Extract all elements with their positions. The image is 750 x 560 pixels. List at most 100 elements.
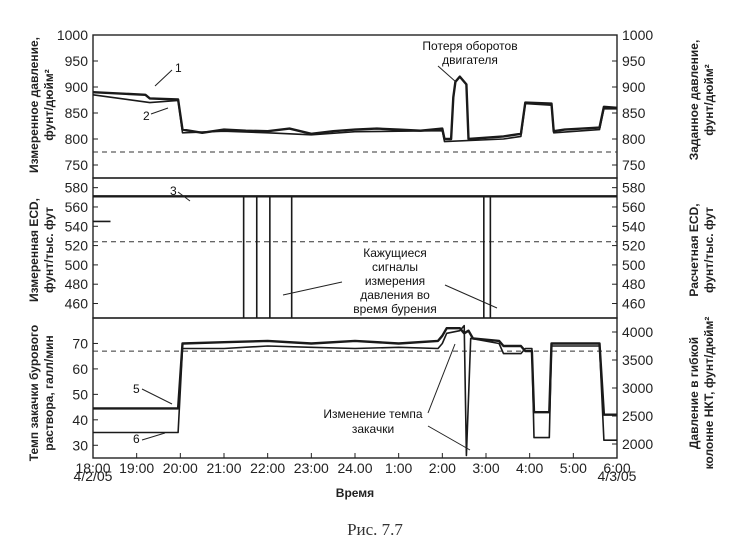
svg-text:двигателя: двигателя — [442, 53, 498, 67]
ecd-right-tick-label: 540 — [622, 218, 646, 234]
ecd-right-tick-label: 520 — [622, 238, 646, 254]
axis-ticks: 750 800 850 900 950 1000 750 800 850 900 950 1000 46… — [57, 27, 654, 476]
svg-text:измерения: измерения — [365, 274, 425, 288]
pressure-left-tick-label: 1000 — [57, 27, 88, 43]
signals-leader-left — [282, 281, 343, 296]
flow-left-tick-label: 30 — [72, 437, 88, 453]
pressure-series-line-1 — [92, 75, 618, 141]
svg-text:фунт/дюйм²: фунт/дюйм² — [702, 64, 716, 136]
pressure-left-tick-label: 750 — [65, 157, 89, 173]
svg-text:Расчетная ECD,: Расчетная ECD, — [687, 203, 701, 296]
x-tick-label: 19:00 — [119, 460, 154, 476]
pressure-right-tick-label: 1000 — [622, 27, 653, 43]
annotation-apparent-signals: Кажущиеся сигналы измерения давления во … — [353, 246, 436, 316]
svg-text:фунт/тыс. фут: фунт/тыс. фут — [702, 207, 716, 293]
ecd-panel-frame — [92, 177, 618, 319]
flow-right-tick-label: 2000 — [622, 436, 653, 452]
flow-left-tick-label: 40 — [72, 412, 88, 428]
flow-right-tick-label: 2500 — [622, 408, 653, 424]
svg-text:фунт/тыс. фут: фунт/тыс. фут — [42, 207, 56, 293]
pressure-series-line-2 — [92, 94, 617, 143]
pressure-right-tick-label: 900 — [622, 79, 646, 95]
svg-text:колонне НКТ, фунт/дюйм²: колонне НКТ, фунт/дюйм² — [702, 317, 716, 470]
marker-5-leader — [141, 388, 173, 405]
marker-2: 2 — [143, 109, 150, 123]
x-tick-label: 3:00 — [472, 460, 499, 476]
svg-text:Потеря оборотов: Потеря оборотов — [422, 39, 517, 53]
flow-right-tick-label: 3000 — [622, 380, 653, 396]
ecd-left-tick-label: 560 — [65, 199, 89, 215]
ecd-left-tick-label: 540 — [65, 218, 89, 234]
marker-6-leader — [141, 432, 166, 441]
marker-1: 1 — [175, 61, 182, 75]
svg-text:Кажущиеся: Кажущиеся — [363, 246, 427, 260]
annotation-leaders — [141, 65, 498, 451]
marker-1-leader — [154, 69, 173, 87]
ecd-right-tick-label: 500 — [622, 257, 646, 273]
signals-leader-right — [444, 284, 498, 309]
flow-change-leader-down — [427, 425, 471, 451]
x-tick-label: 21:00 — [206, 460, 241, 476]
x-tick-label: 20:00 — [163, 460, 198, 476]
marker-5: 5 — [133, 382, 140, 396]
flow-left-tick-label: 70 — [72, 335, 88, 351]
flow-change-leader-up — [427, 343, 456, 414]
marker-3: 3 — [170, 184, 177, 198]
ecd-right-tick-label: 480 — [622, 276, 646, 292]
ecd-left-tick-label: 460 — [65, 296, 89, 312]
pressure-right-tick-label: 750 — [622, 157, 646, 173]
x-tick-label: 18:00 — [75, 460, 110, 476]
svg-text:Измеренная ECD,: Измеренная ECD, — [27, 198, 41, 302]
pressure-panel-frame — [92, 34, 618, 179]
pressure-left-tick-label: 800 — [65, 131, 89, 147]
flow-left-tick-label: 60 — [72, 361, 88, 377]
annotation-flow-change: Изменение темпа закачки — [323, 407, 422, 436]
x-start-date: 4/2/05 — [74, 468, 113, 484]
flow-series-line-6 — [93, 324, 617, 457]
figure-caption: Рис. 7.7 — [347, 520, 403, 539]
svg-text:время бурения: время бурения — [353, 302, 436, 316]
x-tick-label: 23:00 — [294, 460, 329, 476]
ecd-left-tick-label: 520 — [65, 238, 89, 254]
ecd-right-tick-label: 580 — [622, 180, 646, 196]
reference-lines — [93, 151, 617, 352]
ecd-right-axis-title: Расчетная ECD, фунт/тыс. фут — [687, 203, 716, 296]
chart-figure: 750 800 850 900 950 1000 750 800 850 900 950 1000 46… — [27, 27, 716, 500]
series-markers: 1 2 3 5 6 — [133, 61, 182, 446]
svg-text:Изменение темпа: Изменение темпа — [323, 407, 422, 421]
pressure-left-axis-title: Измеренное давление, фунт/дюйм² — [27, 37, 56, 173]
pressure-left-tick-label: 850 — [65, 105, 89, 121]
flow-left-axis-title: Темп закачки бурового раствора, галл/мин — [27, 325, 56, 461]
svg-text:закачки: закачки — [352, 422, 394, 436]
x-tick-label: 4:00 — [516, 460, 543, 476]
pressure-right-tick-label: 950 — [622, 53, 646, 69]
flow-left-tick-label: 50 — [72, 386, 88, 402]
x-tick-label: 5:00 — [560, 460, 587, 476]
marker-3-leader — [177, 191, 191, 202]
ecd-left-tick-label: 500 — [65, 257, 89, 273]
svg-text:Давление в гибкой: Давление в гибкой — [687, 337, 701, 449]
pressure-left-tick-label: 900 — [65, 79, 89, 95]
ecd-left-axis-title: Измеренная ECD, фунт/тыс. фут — [27, 198, 56, 302]
svg-text:давления во: давления во — [360, 288, 430, 302]
svg-text:сигналы: сигналы — [372, 260, 418, 274]
x-axis-title: Время — [336, 486, 374, 500]
flow-right-tick-label: 3500 — [622, 352, 653, 368]
x-tick-label: 22:00 — [250, 460, 285, 476]
svg-text:раствора, галл/мин: раствора, галл/мин — [42, 335, 56, 451]
flow-series-line-5 — [93, 327, 617, 416]
data-series — [92, 75, 618, 457]
annotation-engine-stall: Потеря оборотов двигателя — [422, 39, 517, 67]
flow-right-axis-title: Давление в гибкой колонне НКТ, фунт/дюйм… — [687, 317, 716, 470]
x-tick-label: 6:00 — [603, 460, 630, 476]
svg-text:фунт/дюйм²: фунт/дюйм² — [42, 69, 56, 141]
ecd-right-tick-label: 460 — [622, 296, 646, 312]
pressure-right-tick-label: 800 — [622, 131, 646, 147]
marker-2-leader — [150, 107, 169, 115]
x-tick-label: 1:00 — [385, 460, 412, 476]
pressure-left-tick-label: 950 — [65, 53, 89, 69]
ecd-left-tick-label: 480 — [65, 276, 89, 292]
marker-6: 6 — [133, 432, 140, 446]
ecd-right-tick-label: 560 — [622, 199, 646, 215]
ecd-left-tick-label: 580 — [65, 180, 89, 196]
